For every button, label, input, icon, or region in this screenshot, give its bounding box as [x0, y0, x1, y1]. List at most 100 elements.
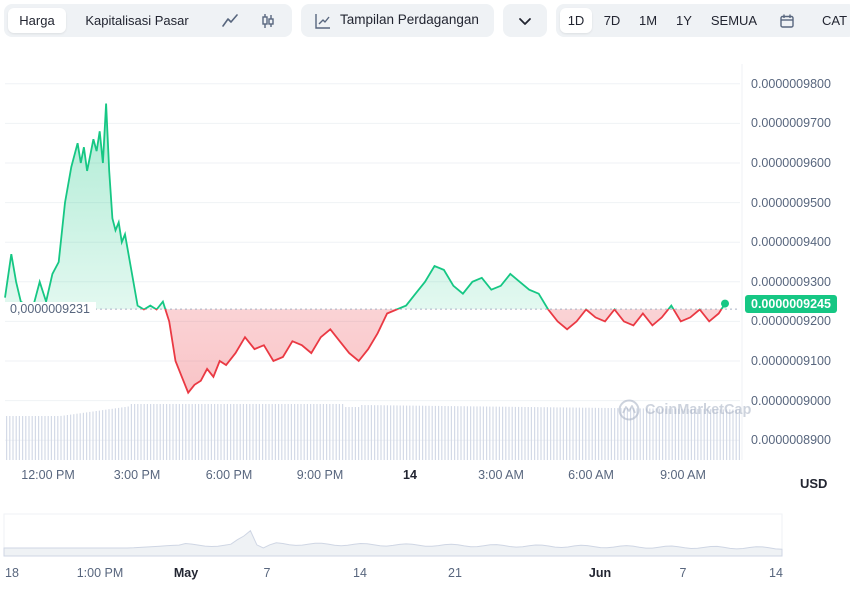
range-1d[interactable]: 1D — [560, 8, 592, 33]
line-chart-button[interactable] — [212, 8, 248, 33]
volume-bar — [505, 406, 507, 460]
volume-bar — [294, 404, 296, 460]
volume-bar — [169, 404, 171, 460]
volume-bar — [220, 404, 222, 460]
volume-bar — [594, 407, 596, 460]
volume-bar — [153, 404, 155, 460]
volume-bar — [223, 404, 225, 460]
volume-bar — [518, 406, 520, 460]
volume-bar — [668, 408, 670, 460]
volume-bar — [246, 404, 248, 460]
volume-bar — [409, 405, 411, 460]
volume-bar — [633, 408, 635, 460]
volume-bar — [108, 409, 110, 460]
chart-type-toggle: Harga Kapitalisasi Pasar — [4, 4, 292, 37]
volume-bar — [274, 404, 276, 460]
volume-bar — [614, 408, 616, 460]
volume-bar — [719, 409, 721, 460]
volume-bar — [364, 405, 366, 460]
volume-bar — [716, 409, 718, 460]
volume-bar — [162, 404, 164, 460]
volume-bar — [194, 404, 196, 460]
volume-bar — [713, 409, 715, 460]
range-navigator[interactable] — [0, 510, 850, 570]
volume-bar — [367, 405, 369, 460]
volume-bar — [188, 404, 190, 460]
trend-line-icon — [315, 14, 330, 29]
range-1m[interactable]: 1M — [638, 13, 658, 28]
volume-bar — [146, 404, 148, 460]
volume-bar — [540, 407, 542, 460]
volume-bar — [54, 416, 56, 460]
volume-bar — [22, 416, 24, 460]
range-all[interactable]: SEMUA — [710, 13, 758, 28]
volume-bar — [15, 416, 17, 460]
volume-bar — [422, 405, 424, 460]
volume-bar — [134, 404, 136, 460]
volume-bar — [447, 406, 449, 460]
range-chart-partial[interactable]: CAT — [822, 13, 848, 28]
volume-bar — [508, 406, 510, 460]
volume-bar — [396, 405, 398, 460]
volume-bar — [322, 404, 324, 460]
volume-bar — [457, 406, 459, 460]
more-dropdown-button[interactable] — [503, 4, 547, 37]
volume-bar — [610, 408, 612, 460]
price-tab[interactable]: Harga — [8, 8, 66, 33]
volume-bar — [694, 409, 696, 460]
volume-bar — [342, 404, 344, 460]
range-1y[interactable]: 1Y — [676, 13, 692, 28]
volume-bar — [38, 416, 40, 460]
volume-bar — [204, 404, 206, 460]
volume-bar — [607, 408, 609, 460]
price-chart[interactable] — [0, 0, 850, 470]
volume-bar — [556, 407, 558, 460]
volume-bar — [249, 404, 251, 460]
trading-view-label: Tampilan Perdagangan — [340, 12, 479, 27]
volume-bar — [370, 405, 372, 460]
volume-bar — [630, 408, 632, 460]
volume-bar — [95, 411, 97, 460]
range-7d[interactable]: 7D — [603, 13, 621, 28]
y-tick-label: 0.0000009100 — [751, 354, 831, 368]
volume-bar — [316, 404, 318, 460]
volume-bar — [658, 408, 660, 460]
volume-bar — [105, 409, 107, 460]
volume-bar — [207, 404, 209, 460]
volume-bar — [258, 404, 260, 460]
volume-bar — [374, 405, 376, 460]
volume-bar — [534, 407, 536, 460]
market-cap-tab[interactable]: Kapitalisasi Pasar — [85, 13, 189, 28]
range-selector: 1D 7D 1M 1Y SEMUA CAT — [556, 4, 850, 37]
volume-bar — [358, 407, 360, 460]
volume-bar — [73, 414, 75, 460]
volume-bar — [226, 404, 228, 460]
volume-bar — [230, 404, 232, 460]
chevron-down-icon — [519, 18, 531, 25]
y-tick-label: 0.0000009600 — [751, 156, 831, 170]
navigator-label: 14 — [769, 566, 783, 580]
y-tick-label: 0.0000009700 — [751, 116, 831, 131]
volume-bar — [182, 404, 184, 460]
volume-bar — [434, 405, 436, 460]
line-chart-icon — [222, 14, 238, 27]
volume-bar — [479, 406, 481, 460]
volume-bar — [386, 405, 388, 460]
volume-bar — [591, 407, 593, 460]
navigator-label: 21 — [448, 566, 462, 580]
volume-bar — [646, 408, 648, 460]
volume-bar — [527, 407, 529, 460]
y-tick-label: 0.0000009000 — [751, 393, 831, 408]
volume-bar — [431, 405, 433, 460]
volume-bar — [473, 406, 475, 460]
trading-view-button[interactable]: Tampilan Perdagangan — [301, 4, 494, 37]
calendar-button[interactable] — [772, 8, 802, 33]
volume-bar — [345, 407, 347, 460]
candlestick-button[interactable] — [250, 8, 286, 33]
volume-bar — [444, 406, 446, 460]
x-tick-label: 12:00 PM — [21, 468, 75, 482]
volume-bar — [441, 406, 443, 460]
volume-bar — [351, 407, 353, 460]
volume-bar — [729, 409, 731, 460]
volume-bar — [486, 406, 488, 460]
